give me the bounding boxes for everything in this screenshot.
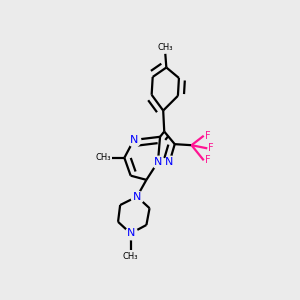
Text: N: N — [165, 157, 174, 167]
Text: N: N — [133, 192, 141, 202]
Text: N: N — [130, 135, 138, 145]
Text: F: F — [205, 155, 210, 165]
Text: F: F — [205, 131, 210, 141]
Text: CH₃: CH₃ — [95, 153, 111, 162]
Text: CH₃: CH₃ — [123, 252, 138, 261]
Text: N: N — [127, 228, 135, 239]
Text: N: N — [154, 157, 162, 167]
Text: F: F — [208, 143, 214, 153]
Text: CH₃: CH₃ — [158, 43, 173, 52]
